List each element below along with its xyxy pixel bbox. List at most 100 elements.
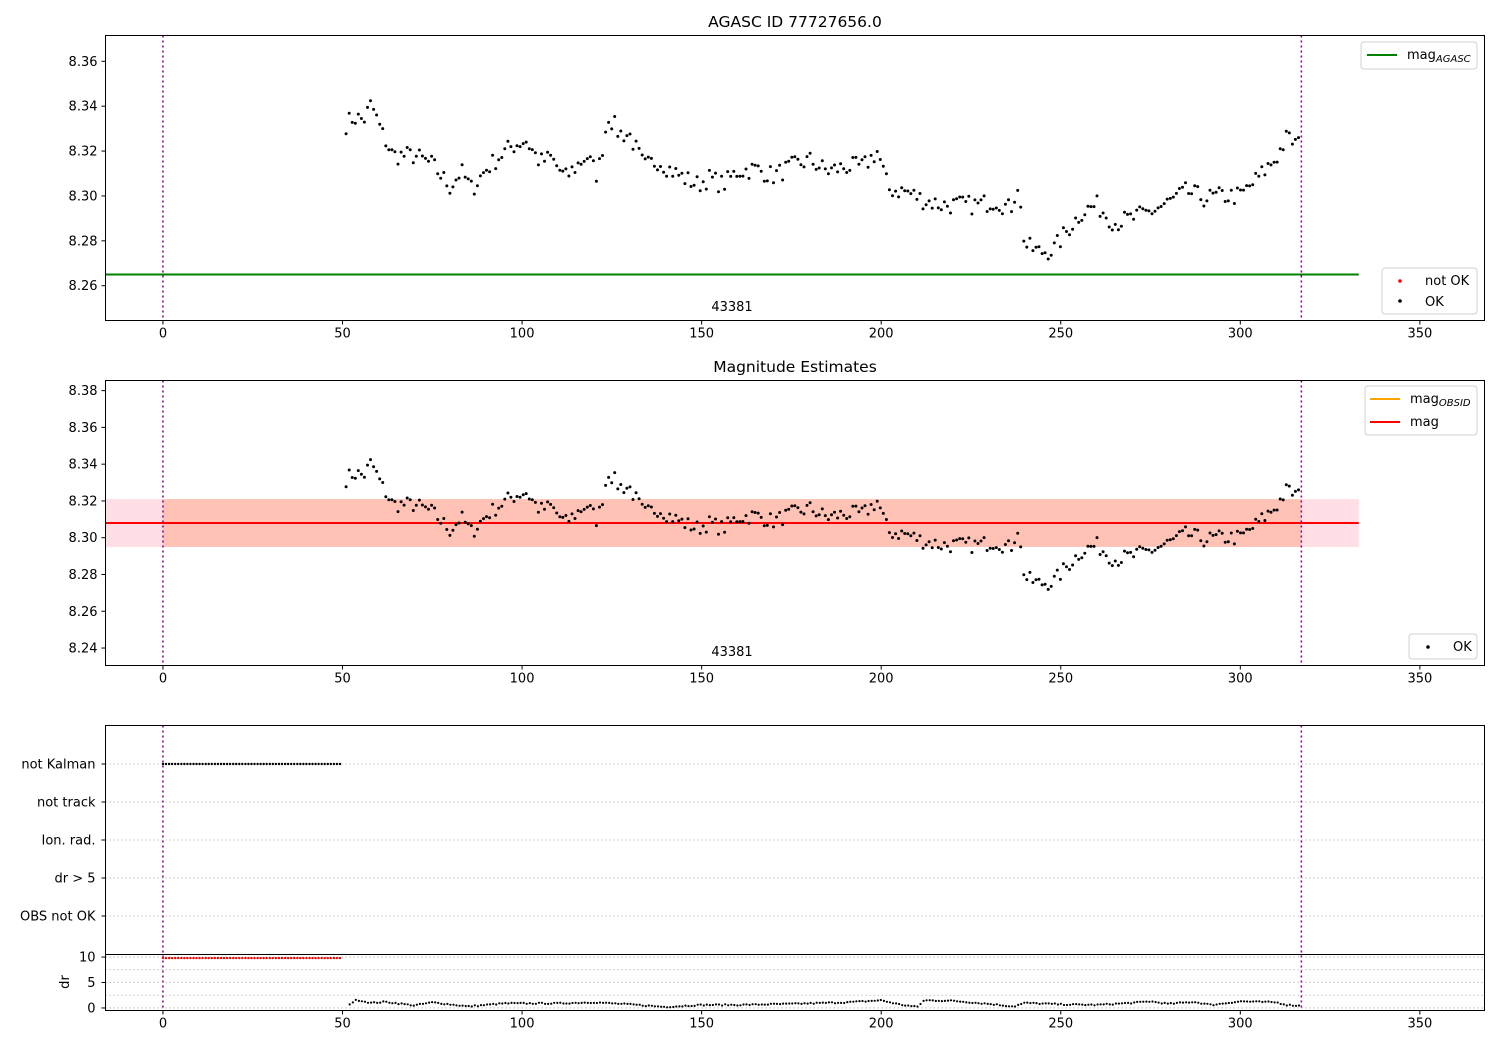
flag-point — [338, 762, 342, 766]
ok-point — [408, 148, 412, 152]
dr-ok-point — [1239, 1000, 1243, 1003]
dr-ok-point — [1227, 1001, 1230, 1005]
ok-point — [717, 532, 720, 536]
ok-point — [454, 523, 458, 527]
ok-point — [839, 509, 843, 513]
dr-ok-point — [666, 1006, 669, 1009]
ok-point — [384, 495, 388, 499]
dr-ok-point — [843, 1001, 846, 1005]
dr-ok-point — [675, 1005, 678, 1008]
dr-ok-point — [827, 1001, 831, 1004]
dr-ok-point — [379, 1001, 382, 1004]
ok-point — [375, 113, 379, 117]
x-tick-label: 0 — [159, 327, 167, 342]
dr-ok-point — [971, 1001, 974, 1005]
ok-point — [1208, 531, 1212, 535]
dr-ok-point — [656, 1005, 660, 1008]
flag-point — [317, 762, 320, 766]
ok-point — [378, 477, 382, 481]
magnitude-estimates-obsid-label: 43381 — [711, 645, 752, 660]
magnitude-estimates-axes: 0 50 100 150 200 250 300 350 8.24 8.26 8.28 8.30 8.3… — [69, 384, 1433, 686]
ok-point — [830, 166, 833, 170]
ok-point — [1058, 245, 1062, 249]
ok-point — [1104, 554, 1108, 558]
dr-ok-point — [1114, 1002, 1117, 1005]
dr-ok-point — [849, 1000, 852, 1003]
dr-ok-point — [1154, 1000, 1157, 1004]
dr-ok-point — [586, 1001, 589, 1005]
dr-ok-point — [1029, 1002, 1032, 1005]
ok-point — [686, 171, 690, 175]
dr-ok-point — [766, 1003, 770, 1006]
dr-ok-point — [589, 1001, 592, 1005]
ok-point — [735, 520, 739, 524]
ok-point — [1181, 185, 1184, 189]
dr-ok-point — [370, 1001, 373, 1004]
ok-point — [1049, 253, 1053, 257]
dr-ok-point — [1297, 1004, 1301, 1007]
flag-point — [192, 762, 195, 766]
dr-not-ok-point — [305, 956, 308, 960]
ok-point — [857, 510, 861, 514]
ok-point — [1135, 208, 1139, 212]
dr-ok-point — [1004, 1005, 1008, 1008]
dr-not-ok-point — [192, 956, 195, 960]
ok-point — [671, 520, 675, 524]
flag-point — [219, 762, 223, 766]
ok-point — [820, 159, 824, 163]
ok-point — [1278, 147, 1282, 151]
dr-ok-point — [904, 1004, 907, 1007]
ok-point — [903, 532, 907, 535]
ok-point — [787, 507, 791, 511]
dr-ok-point — [840, 1001, 843, 1005]
ok-point — [634, 491, 638, 495]
dr-ok-point — [638, 1003, 641, 1006]
ok-point — [457, 176, 461, 180]
ok-point — [628, 485, 632, 489]
dr-ok-point — [1230, 1001, 1233, 1005]
ok-point — [955, 538, 959, 542]
dr-ok-point — [1084, 1004, 1087, 1007]
ok-point — [772, 181, 775, 185]
dr-ok-point — [446, 1002, 449, 1006]
dr-ok-point — [391, 1002, 394, 1005]
ok-point — [823, 167, 827, 171]
ok-point — [1046, 257, 1050, 261]
flag-point — [170, 762, 174, 766]
ok-point — [399, 150, 403, 154]
ok-point — [521, 493, 525, 497]
ok-point — [1220, 189, 1224, 192]
dr-not-ok-point — [274, 956, 278, 960]
dr-ok-point — [791, 1002, 794, 1005]
flag-row-label: not track — [37, 796, 96, 811]
dr-ok-point — [431, 1001, 434, 1004]
ok-point — [564, 167, 568, 171]
ok-point — [1092, 205, 1096, 209]
dr-not-ok-point — [308, 956, 311, 960]
dr-ok-point — [867, 999, 870, 1003]
ok-point — [1214, 190, 1218, 194]
ok-point — [460, 510, 464, 514]
ok-point — [424, 156, 427, 160]
dr-ok-point — [696, 1003, 699, 1006]
ok-point — [881, 511, 885, 515]
ok-point — [448, 191, 452, 195]
ok-point — [1071, 563, 1075, 567]
ok-point — [567, 174, 571, 178]
ok-point — [482, 517, 485, 521]
ok-point — [1257, 520, 1261, 523]
ok-point — [942, 541, 946, 545]
flag-point — [164, 762, 168, 766]
dr-ok-point — [1285, 1004, 1288, 1007]
ok-point — [1245, 184, 1249, 188]
dr-ok-point — [962, 1000, 965, 1003]
dr-not-ok-point — [174, 956, 177, 960]
ok-point — [1297, 136, 1300, 140]
ok-point — [1065, 565, 1068, 569]
ok-point — [662, 170, 666, 174]
dr-ok-point — [421, 1002, 425, 1006]
legend-not-ok-marker — [1398, 279, 1402, 283]
ok-point — [1266, 509, 1270, 513]
flag-point — [250, 762, 253, 766]
dr-ok-point — [891, 1002, 895, 1005]
